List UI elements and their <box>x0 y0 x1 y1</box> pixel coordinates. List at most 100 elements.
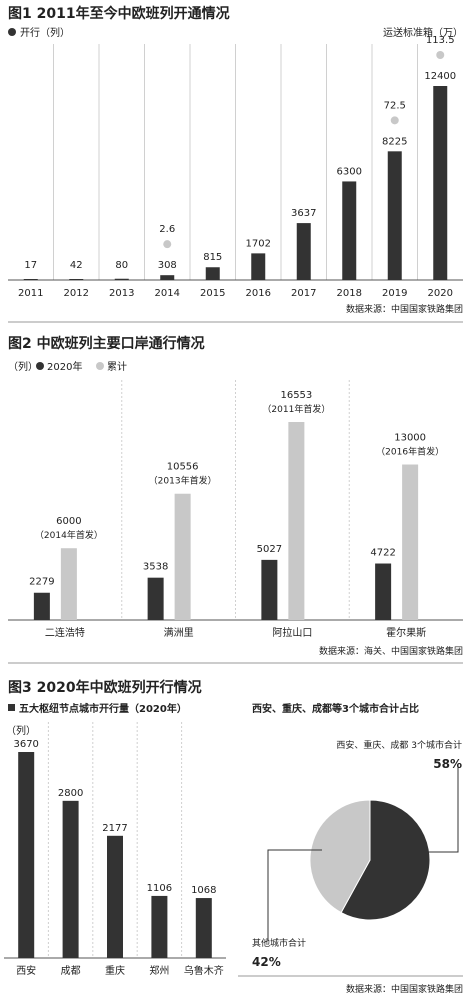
fig2-bar-total-value: 13000 <box>394 432 426 443</box>
fig3-bar-value: 3670 <box>13 739 38 750</box>
fig1-bar <box>69 279 84 280</box>
fig2-legend-dark-swatch <box>36 362 44 370</box>
fig1-bar-value: 308 <box>158 260 177 271</box>
pie-title: 西安、重庆、成都等3个城市合计占比 <box>252 702 419 715</box>
fig1-x-tick: 2015 <box>200 288 225 299</box>
pie-value-3cities: 58% <box>433 757 462 771</box>
fig1-bar-value: 17 <box>24 260 37 271</box>
fig1-x-tick: 2019 <box>382 288 407 299</box>
fig3-bar-value: 1068 <box>191 885 216 896</box>
fig1-container-value: 2.6 <box>159 224 175 235</box>
fig1-bar <box>387 151 402 280</box>
fig1-x-tick: 2014 <box>155 288 180 299</box>
fig1-bar <box>251 253 266 280</box>
fig1-bar-value: 6300 <box>337 166 362 177</box>
fig2-bar-total-value: 10556 <box>167 462 199 473</box>
fig3-bar-value: 2177 <box>102 823 127 834</box>
fig2-bar-2020 <box>147 577 164 620</box>
fig1-bar-value: 3637 <box>291 208 316 219</box>
fig2-bar-2020-value: 4722 <box>370 548 395 559</box>
fig1-bar <box>23 279 38 280</box>
fig2-legend-light-label: 累计 <box>107 360 127 373</box>
pie-callout-line <box>267 849 322 940</box>
fig1-bar <box>205 267 220 280</box>
fig3-bar <box>151 895 168 958</box>
fig2-x-tick: 二连浩特 <box>45 626 85 639</box>
fig3-subtitle-swatch <box>8 704 15 711</box>
fig1-x-tick: 2013 <box>109 288 134 299</box>
fig3-subtitle: 五大枢纽节点城市开行量（2020年） <box>19 702 187 715</box>
fig2-bar-total <box>288 422 305 620</box>
fig1-title: 图1 2011年至今中欧班列开通情况 <box>8 5 230 22</box>
fig2-legend-dark-label: 2020年 <box>47 360 82 373</box>
fig1-bar <box>342 181 357 280</box>
fig1-bar <box>296 223 311 280</box>
fig1-x-tick: 2018 <box>337 288 362 299</box>
fig1-x-tick: 2017 <box>291 288 316 299</box>
pie-callout-line <box>410 765 459 853</box>
fig2-bar-total <box>174 493 191 620</box>
fig2-bar-total-value: 16553 <box>280 390 312 401</box>
fig2-x-tick: 满洲里 <box>164 627 194 639</box>
fig2-bar-total <box>60 548 77 620</box>
fig1-bar-value: 42 <box>70 260 83 271</box>
fig2-unit: （列） <box>8 360 38 373</box>
fig2-x-tick: 阿拉山口 <box>272 626 312 639</box>
pie-label-others: 其他城市合计 <box>252 937 306 949</box>
fig2-bar-2020-value: 3538 <box>143 562 168 573</box>
fig3-unit: （列） <box>6 724 36 737</box>
fig1-legend-light-label: 运送标准箱（万） <box>383 26 463 39</box>
fig1-bar <box>114 278 129 280</box>
fig3-x-tick: 乌鲁木齐 <box>184 964 224 977</box>
fig3-x-tick: 西安 <box>16 964 36 977</box>
fig1-x-tick: 2011 <box>18 288 43 299</box>
fig2-bar-2020 <box>261 559 278 620</box>
pie-label-3cities: 西安、重庆、成都 3个城市合计 <box>336 739 462 751</box>
fig2-bar-total-value: 6000 <box>56 516 81 527</box>
fig1-x-tick: 2020 <box>428 288 453 299</box>
fig1-legend-dark-label: 开行（列） <box>20 26 70 39</box>
fig1-bar-value: 8225 <box>382 136 407 147</box>
fig1-bar <box>433 86 448 280</box>
fig3-title: 图3 2020年中欧班列开行情况 <box>8 679 202 696</box>
fig1-container-value: 72.5 <box>384 100 406 111</box>
fig2-first-run-note: （2014年首发） <box>35 529 103 541</box>
fig3-bar-value: 1106 <box>147 883 172 894</box>
fig3-x-tick: 郑州 <box>149 964 169 977</box>
fig3-bar <box>18 752 35 958</box>
fig1-bar <box>160 275 175 280</box>
fig2-first-run-note: （2011年首发） <box>262 403 330 415</box>
fig1-container-value: 113.5 <box>426 35 455 46</box>
fig3-bar <box>62 800 79 958</box>
fig2-source: 数据来源：海关、中国国家铁路集团 <box>319 645 463 657</box>
fig1-container-marker <box>436 51 445 59</box>
fig1-bar-value: 1702 <box>246 238 271 249</box>
fig1-container-marker <box>163 240 172 249</box>
fig2-bar-total <box>402 464 419 620</box>
fig3-x-tick: 重庆 <box>105 964 125 977</box>
pie-slice <box>309 799 371 914</box>
fig3-bar <box>195 898 212 958</box>
fig3-source: 数据来源：中国国家铁路集团 <box>346 983 463 995</box>
pie-slice <box>340 799 431 921</box>
fig3-x-tick: 成都 <box>61 965 81 977</box>
fig1-legend-dark-swatch <box>8 28 16 36</box>
fig2-bar-2020-value: 2279 <box>29 577 54 588</box>
fig1-container-marker <box>390 116 399 125</box>
fig3-bar <box>107 835 123 958</box>
fig2-x-tick: 霍尔果斯 <box>386 626 426 639</box>
pie-value-others: 42% <box>252 955 281 969</box>
fig2-first-run-note: （2013年首发） <box>149 475 217 487</box>
fig2-first-run-note: （2016年首发） <box>376 445 444 457</box>
fig1-x-tick: 2012 <box>64 288 89 299</box>
fig2-title: 图2 中欧班列主要口岸通行情况 <box>8 335 205 352</box>
fig3-bar-value: 2800 <box>58 788 83 799</box>
fig2-bar-2020-value: 5027 <box>257 544 282 555</box>
fig1-bar-value: 80 <box>115 260 128 271</box>
fig1-source: 数据来源：中国国家铁路集团 <box>346 303 463 315</box>
fig1-bar-value: 12400 <box>424 71 456 82</box>
fig2-legend-light-swatch <box>96 362 104 370</box>
fig2-bar-2020 <box>375 563 392 620</box>
